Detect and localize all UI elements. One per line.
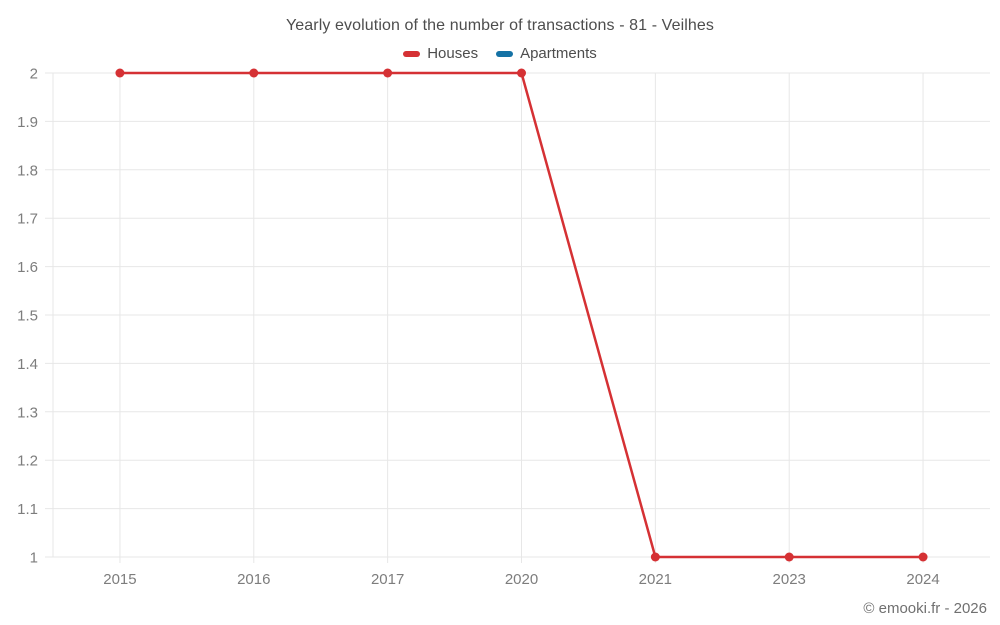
houses-series-swatch-icon	[403, 50, 421, 57]
x-axis-tick-label: 2021	[639, 571, 672, 588]
data-point-houses-2024[interactable]	[918, 552, 928, 562]
y-axis-tick-label: 1.2	[17, 453, 38, 470]
legend-label-houses: Houses	[427, 45, 479, 62]
y-axis-tick-label: 1.9	[17, 114, 38, 131]
data-point-houses-2015[interactable]	[115, 68, 125, 78]
y-axis-tick-label: 1	[30, 550, 38, 567]
y-axis-tick-label: 1.1	[17, 501, 38, 518]
data-point-houses-2020[interactable]	[517, 68, 526, 78]
y-axis-tick-label: 1.4	[17, 356, 38, 373]
data-point-houses-2023[interactable]	[784, 552, 794, 562]
data-point-houses-2021[interactable]	[650, 552, 660, 562]
x-axis-tick-label: 2024	[906, 571, 939, 588]
data-point-houses-2017[interactable]	[383, 68, 393, 78]
data-point-houses-2016[interactable]	[249, 68, 259, 78]
x-axis-tick-label: 2015	[103, 571, 136, 588]
x-axis-tick-label: 2020	[505, 571, 538, 588]
legend-label-apartments: Apartments	[520, 45, 597, 62]
y-axis-tick-label: 1.6	[17, 259, 38, 276]
legend-item-apartments[interactable]: Apartments	[496, 45, 597, 62]
x-axis-tick-label: 2017	[371, 571, 404, 588]
chart-title: Yearly evolution of the number of transa…	[286, 17, 714, 34]
x-axis-tick-label: 2016	[237, 571, 270, 588]
y-axis-tick-label: 1.5	[17, 308, 38, 325]
credit-link[interactable]: © emooki.fr - 2026	[863, 600, 987, 617]
legend-item-houses[interactable]: Houses	[403, 45, 478, 62]
y-axis-tick-label: 1.3	[17, 404, 38, 421]
apartments-series-swatch-icon	[496, 50, 514, 57]
x-axis-tick-label: 2023	[773, 571, 806, 588]
chart-legend: Houses Apartments	[0, 45, 1000, 62]
y-axis-tick-label: 1.7	[17, 211, 38, 228]
y-axis-tick-label: 2	[30, 66, 38, 83]
y-axis-tick-label: 1.8	[17, 162, 38, 179]
